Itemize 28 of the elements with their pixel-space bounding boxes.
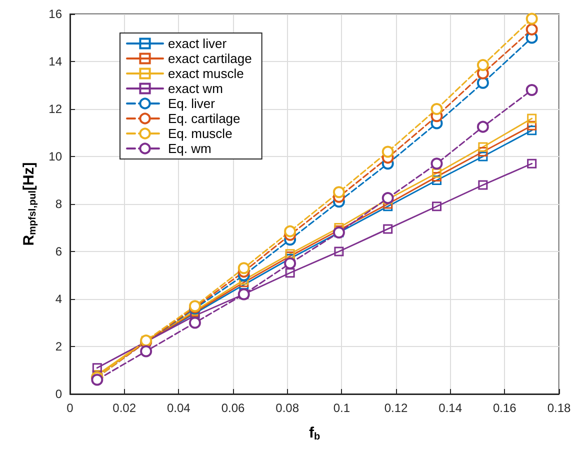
- y-tick-label: 2: [55, 340, 62, 354]
- y-tick-label: 0: [55, 387, 62, 401]
- y-axis-title: Rmpfsl,pul[Hz]: [20, 162, 38, 246]
- x-tick-label: 0.14: [438, 401, 462, 415]
- legend-label: exact wm: [168, 81, 223, 96]
- x-tick-label: 0.1: [333, 401, 350, 415]
- y-tick-label: 4: [55, 292, 62, 306]
- x-tick-label: 0.16: [492, 401, 517, 415]
- x-tick-label: 0.06: [221, 401, 245, 415]
- legend-label: exact cartilage: [168, 51, 252, 66]
- y-tick-label: 14: [48, 54, 62, 68]
- x-tick-label: 0.08: [276, 401, 300, 415]
- y-tick-label: 12: [48, 102, 62, 116]
- legend-label: exact muscle: [168, 66, 244, 81]
- x-tick-label: 0.18: [547, 401, 571, 415]
- x-tick-label: 0.04: [166, 401, 191, 415]
- y-tick-label: 6: [55, 244, 62, 258]
- legend-label: Eq. liver: [168, 96, 216, 111]
- x-tick-label: 0: [66, 401, 74, 415]
- y-tick-label: 8: [55, 197, 62, 211]
- x-tick-label: 0.02: [112, 401, 136, 415]
- legend-label: Eq. wm: [168, 141, 212, 156]
- legend-label: Eq. muscle: [168, 126, 232, 141]
- y-tick-label: 10: [48, 150, 62, 164]
- legend-label: exact liver: [168, 36, 228, 51]
- y-tick-label: 16: [48, 7, 62, 21]
- x-tick-label: 0.12: [384, 401, 408, 415]
- legend-label: Eq. cartilage: [168, 111, 240, 126]
